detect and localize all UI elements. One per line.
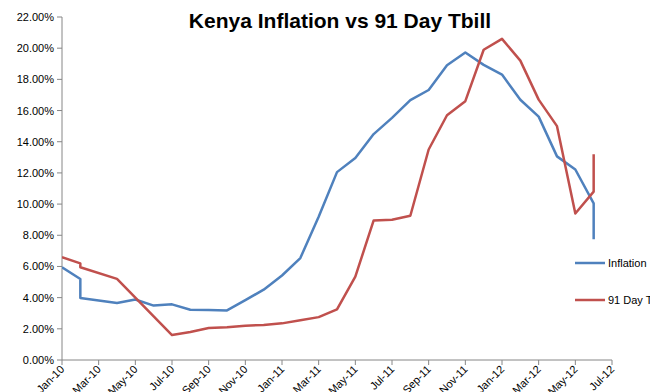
x-tick [465,360,466,365]
x-tick-label: May-10 [105,363,139,392]
y-tick-label: 2.00% [23,323,54,335]
y-tick [57,297,62,298]
x-tick-label: Jan-10 [34,363,66,392]
y-tick-label: 12.00% [17,167,55,179]
y-tick [57,17,62,18]
y-tick-label: 16.00% [17,105,55,117]
y-tick [57,141,62,142]
x-tick [355,360,356,365]
series-line [62,39,594,335]
y-tick [57,172,62,173]
series-line [62,53,594,311]
x-tick [392,360,393,365]
legend-label: Inflation [608,257,647,269]
y-tick [57,266,62,267]
y-tick [57,328,62,329]
x-tick-label: Nov-11 [437,363,470,392]
y-tick [57,79,62,80]
y-tick-label: 20.00% [17,42,55,54]
legend-swatch [575,262,605,265]
x-tick-label: Mar-12 [510,363,543,392]
y-tick-label: 14.00% [17,136,55,148]
x-tick-label: Jul-10 [147,363,177,392]
y-tick-label: 22.00% [17,11,55,23]
x-tick [172,360,173,365]
y-tick [57,204,62,205]
x-tick [428,360,429,365]
x-tick-label: Jan-11 [255,363,287,392]
x-tick [538,360,539,365]
x-tick-label: Jan-12 [474,363,506,392]
legend: Inflation 91 Day TB [575,257,650,306]
x-tick [318,360,319,365]
x-tick [208,360,209,365]
plot-area [62,39,594,335]
x-tick [502,360,503,365]
y-tick-label: 18.00% [17,73,55,85]
legend-label: 91 Day TB [608,294,650,306]
y-tick-label: 6.00% [23,260,54,272]
x-tick-label: Sep-10 [180,363,214,392]
y-tick-label: 8.00% [23,229,54,241]
x-tick [245,360,246,365]
y-tick [57,110,62,111]
x-tick-label: May-12 [545,363,579,392]
x-tick-label: Sep-11 [400,363,433,392]
y-tick [57,360,62,361]
x-tick-label: Mar-11 [291,363,324,392]
x-tick [575,360,576,365]
y-axis [62,17,63,360]
x-tick-label: Jul-11 [367,363,396,392]
y-tick [57,235,62,236]
x-tick [282,360,283,365]
legend-swatch [575,299,605,302]
x-tick [612,360,613,365]
x-axis [62,360,612,361]
x-tick-label: May-11 [326,363,360,392]
x-tick-label: Mar-10 [70,363,103,392]
x-tick-label: Jul-12 [587,363,617,392]
x-tick [135,360,136,365]
chart: Kenya Inflation vs 91 Day Tbill 0.00% 2.00… [0,0,650,392]
y-tick-label: 10.00% [17,198,55,210]
y-tick-label: 4.00% [23,292,54,304]
title: Kenya Inflation vs 91 Day Tbill [189,9,491,32]
background [0,0,650,392]
y-tick [57,48,62,49]
x-tick-label: Nov-10 [216,363,250,392]
y-tick-label: 0.00% [23,354,54,366]
x-tick [98,360,99,365]
x-tick [62,360,63,365]
